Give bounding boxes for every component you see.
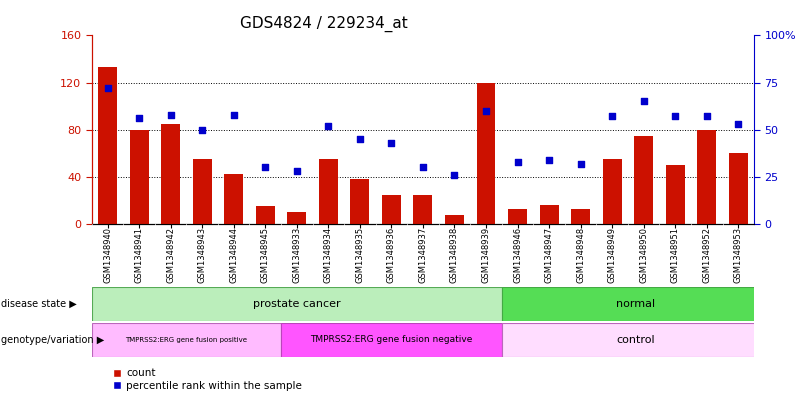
Text: GSM1348946: GSM1348946 [513, 227, 522, 283]
Bar [602, 159, 622, 224]
Text: GSM1348949: GSM1348949 [608, 227, 617, 283]
Point [448, 172, 461, 178]
Text: GSM1348934: GSM1348934 [324, 227, 333, 283]
Text: TMPRSS2:ERG gene fusion negative: TMPRSS2:ERG gene fusion negative [310, 336, 472, 344]
Text: TMPRSS2:ERG gene fusion positive: TMPRSS2:ERG gene fusion positive [125, 337, 247, 343]
Point [132, 115, 145, 121]
Text: GSM1348947: GSM1348947 [544, 227, 554, 283]
Text: GSM1348941: GSM1348941 [135, 227, 144, 283]
Bar [697, 130, 717, 224]
Bar [129, 130, 148, 224]
Text: GSM1348944: GSM1348944 [229, 227, 238, 283]
Point [638, 98, 650, 105]
Text: GSM1348933: GSM1348933 [292, 227, 302, 283]
Point [196, 127, 208, 133]
Point [701, 113, 713, 119]
Bar [634, 136, 654, 224]
Bar [319, 159, 338, 224]
Text: GSM1348940: GSM1348940 [103, 227, 112, 283]
Bar [350, 179, 369, 224]
Bar [508, 209, 527, 224]
Bar [413, 195, 433, 224]
Point [575, 160, 587, 167]
Text: GDS4824 / 229234_at: GDS4824 / 229234_at [239, 16, 408, 32]
Bar [224, 174, 243, 224]
Bar [666, 165, 685, 224]
Text: GSM1348939: GSM1348939 [481, 227, 491, 283]
Bar [502, 323, 770, 357]
Point [259, 164, 271, 171]
Legend: count, percentile rank within the sample: count, percentile rank within the sample [113, 368, 302, 391]
Text: GSM1348951: GSM1348951 [671, 227, 680, 283]
Bar [287, 212, 306, 224]
Point [732, 121, 745, 127]
Bar [92, 323, 281, 357]
Point [164, 112, 177, 118]
Point [606, 113, 618, 119]
Point [101, 85, 114, 91]
Bar [571, 209, 590, 224]
Bar [445, 215, 464, 224]
Text: GSM1348948: GSM1348948 [576, 227, 585, 283]
Text: GSM1348936: GSM1348936 [387, 227, 396, 283]
Text: GSM1348935: GSM1348935 [355, 227, 365, 283]
Bar [539, 205, 559, 224]
Bar [92, 287, 502, 321]
Point [227, 112, 240, 118]
Text: GSM1348953: GSM1348953 [734, 227, 743, 283]
Point [385, 140, 397, 146]
Text: GSM1348950: GSM1348950 [639, 227, 648, 283]
Text: GSM1348943: GSM1348943 [198, 227, 207, 283]
Bar [476, 83, 496, 224]
Bar [281, 323, 502, 357]
Text: GSM1348938: GSM1348938 [450, 227, 459, 283]
Point [322, 123, 334, 129]
Point [543, 157, 555, 163]
Point [354, 136, 366, 142]
Bar [192, 159, 211, 224]
Text: prostate cancer: prostate cancer [253, 299, 341, 309]
Bar [98, 67, 117, 224]
Text: normal: normal [616, 299, 655, 309]
Point [512, 159, 524, 165]
Text: disease state ▶: disease state ▶ [1, 299, 77, 309]
Point [417, 164, 429, 171]
Bar [502, 287, 770, 321]
Text: control: control [617, 335, 655, 345]
Point [290, 168, 303, 174]
Text: GSM1348952: GSM1348952 [702, 227, 711, 283]
Bar [729, 153, 748, 224]
Text: genotype/variation ▶: genotype/variation ▶ [1, 335, 104, 345]
Bar [256, 206, 275, 224]
Point [669, 113, 681, 119]
Text: GSM1348937: GSM1348937 [418, 227, 428, 283]
Bar [161, 124, 180, 224]
Text: GSM1348945: GSM1348945 [261, 227, 270, 283]
Bar [382, 195, 401, 224]
Text: GSM1348942: GSM1348942 [166, 227, 175, 283]
Point [480, 108, 492, 114]
